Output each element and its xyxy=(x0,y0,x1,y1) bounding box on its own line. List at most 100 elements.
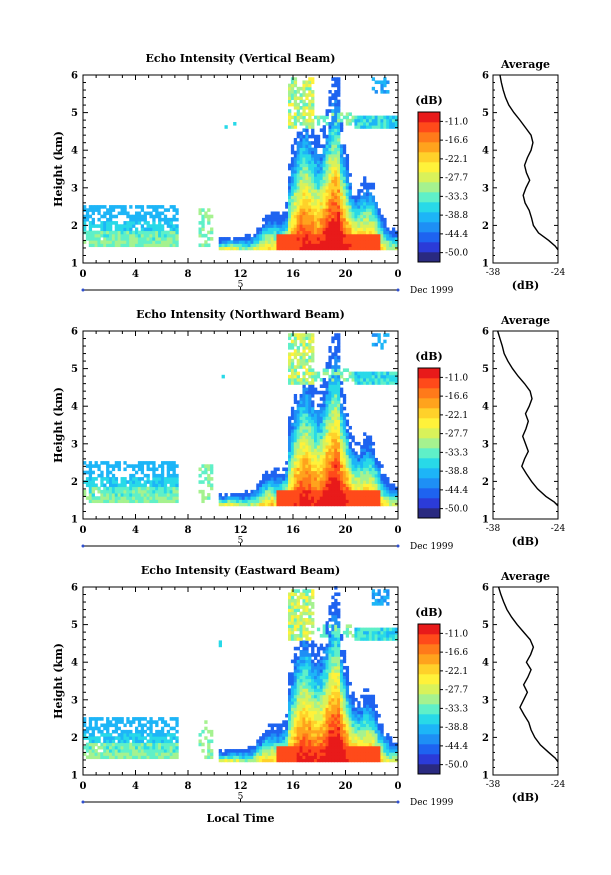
colorbar-segment xyxy=(418,644,440,655)
x-tick-label: 0 xyxy=(395,269,402,280)
y-tick-label: 4 xyxy=(71,402,78,413)
average-x-label: (dB) xyxy=(512,535,539,548)
average-y-tick-label: 5 xyxy=(482,108,489,119)
y-tick-label: 2 xyxy=(71,733,78,744)
average-y-tick-label: 2 xyxy=(482,477,489,488)
average-x-tick-label: -38 xyxy=(486,268,501,278)
colorbar-segment xyxy=(418,448,440,459)
x-tick-label: 0 xyxy=(80,525,87,536)
colorbar-segment xyxy=(418,724,440,735)
colorbar-segment xyxy=(418,764,440,775)
colorbar-tick-label: -16.6 xyxy=(445,136,468,146)
echo-heatmap xyxy=(83,77,399,251)
colorbar-segment xyxy=(418,232,440,243)
colorbar-tick-label: -33.3 xyxy=(445,192,468,202)
x-tick-label: 8 xyxy=(185,269,192,280)
x-tick-label: 0 xyxy=(80,781,87,792)
average-x-tick-label: -24 xyxy=(551,780,566,790)
panel-1: Echo Intensity (Vertical Beam)123456Heig… xyxy=(52,52,566,296)
y-tick-label: 1 xyxy=(71,771,78,782)
x-tick-label: 4 xyxy=(132,525,139,536)
average-y-tick-label: 2 xyxy=(482,221,489,232)
y-tick-label: 2 xyxy=(71,477,78,488)
colorbar-segment xyxy=(418,408,440,419)
average-y-tick-label: 6 xyxy=(482,71,489,82)
colorbar-tick-label: -11.0 xyxy=(445,117,468,127)
y-tick-label: 4 xyxy=(71,146,78,157)
y-tick-label: 1 xyxy=(71,515,78,526)
colorbar-segment xyxy=(418,428,440,439)
colorbar-segment xyxy=(418,664,440,675)
y-tick-label: 3 xyxy=(71,183,78,194)
colorbar-tick-label: -22.1 xyxy=(445,411,468,421)
average-y-tick-label: 3 xyxy=(482,183,489,194)
colorbar-segment xyxy=(418,508,440,519)
colorbar-segment xyxy=(418,714,440,725)
average-x-tick-label: -24 xyxy=(551,268,566,278)
x-tick-label: 0 xyxy=(80,269,87,280)
x-tick-label: 12 xyxy=(234,525,248,536)
colorbar-unit: (dB) xyxy=(415,94,442,107)
colorbar-segment xyxy=(418,142,440,153)
average-y-tick-label: 4 xyxy=(482,146,489,157)
x-tick-label: 0 xyxy=(395,525,402,536)
colorbar-segment xyxy=(418,222,440,233)
colorbar-segment xyxy=(418,704,440,715)
average-y-tick-label: 5 xyxy=(482,364,489,375)
colorbar-segment xyxy=(418,388,440,399)
day-line-start-marker xyxy=(81,544,85,548)
average-x-label: (dB) xyxy=(512,279,539,292)
colorbar-tick-label: -27.7 xyxy=(445,686,468,696)
panel-title: Echo Intensity (Eastward Beam) xyxy=(141,564,340,577)
colorbar-segment xyxy=(418,152,440,163)
colorbar-segment xyxy=(418,182,440,193)
colorbar-segment xyxy=(418,478,440,489)
colorbar-segment xyxy=(418,398,440,409)
x-tick-label: 4 xyxy=(132,781,139,792)
date-label: Dec 1999 xyxy=(410,286,454,296)
y-tick-label: 3 xyxy=(71,439,78,450)
x-tick-label: 8 xyxy=(185,781,192,792)
colorbar-tick-label: -38.8 xyxy=(445,211,468,221)
colorbar-tick-label: -50.0 xyxy=(445,761,468,771)
panel-title: Echo Intensity (Vertical Beam) xyxy=(145,52,335,65)
colorbar-segment xyxy=(418,734,440,745)
colorbar-tick-label: -50.0 xyxy=(445,249,468,259)
average-y-tick-label: 3 xyxy=(482,439,489,450)
colorbar-segment xyxy=(418,438,440,449)
average-y-tick-label: 1 xyxy=(482,515,489,526)
colorbar-tick-label: -11.0 xyxy=(445,629,468,639)
average-frame xyxy=(492,74,559,264)
y-axis-label: Height (km) xyxy=(52,131,65,207)
average-y-tick-label: 1 xyxy=(482,259,489,270)
x-tick-label: 8 xyxy=(185,525,192,536)
colorbar-tick-label: -44.4 xyxy=(445,230,468,240)
y-tick-label: 2 xyxy=(71,221,78,232)
colorbar-segment xyxy=(418,418,440,429)
x-tick-label: 20 xyxy=(339,269,353,280)
x-tick-label: 0 xyxy=(395,781,402,792)
colorbar-tick-label: -38.8 xyxy=(445,723,468,733)
colorbar-segment xyxy=(418,624,440,635)
colorbar-segment xyxy=(418,212,440,223)
average-profile-line xyxy=(496,330,559,507)
colorbar-tick-label: -33.3 xyxy=(445,704,468,714)
x-tick-label: 16 xyxy=(286,269,300,280)
panel-2: Echo Intensity (Northward Beam)123456Hei… xyxy=(52,308,566,552)
day-line-end-marker xyxy=(396,544,400,548)
colorbar-segment xyxy=(418,368,440,379)
colorbar-segment xyxy=(418,488,440,499)
colorbar-frame xyxy=(417,111,441,263)
x-tick-label: 16 xyxy=(286,525,300,536)
y-tick-label: 6 xyxy=(71,583,78,594)
colorbar-frame xyxy=(417,367,441,519)
y-tick-label: 3 xyxy=(71,695,78,706)
colorbar-segment xyxy=(418,252,440,263)
colorbar-tick-label: -50.0 xyxy=(445,505,468,515)
x-tick-label: 20 xyxy=(339,781,353,792)
average-x-tick-label: -38 xyxy=(486,524,501,534)
average-y-tick-label: 2 xyxy=(482,733,489,744)
x-tick-label: 12 xyxy=(234,269,248,280)
colorbar-segment xyxy=(418,242,440,253)
date-label: Dec 1999 xyxy=(410,798,454,808)
